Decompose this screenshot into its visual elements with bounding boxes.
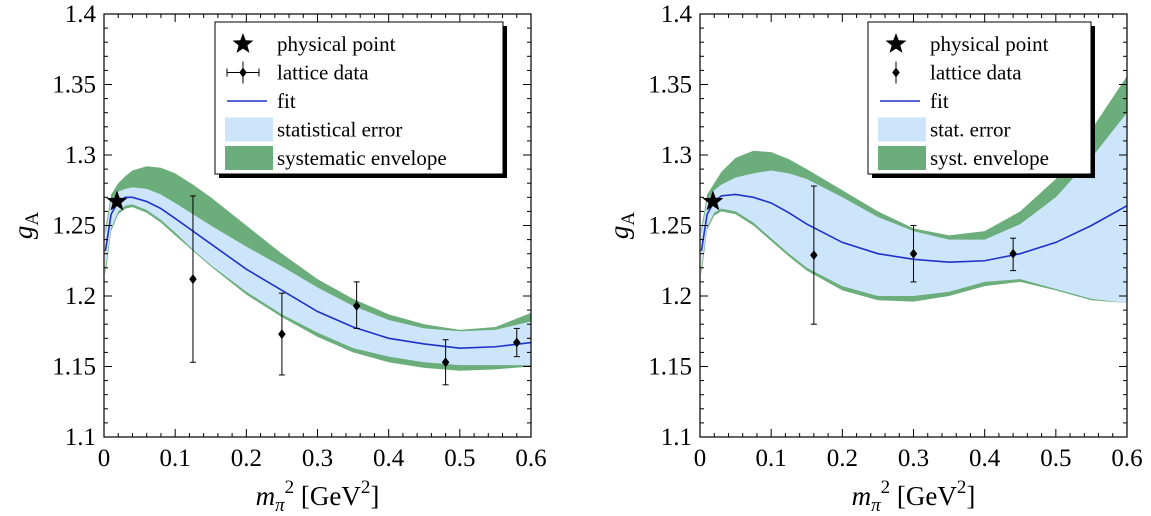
- systematic-envelope-band: [105, 166, 531, 371]
- x-label-sup: 2: [285, 477, 295, 498]
- x-label-unit-sup: 2: [361, 477, 371, 498]
- x-tick-label: 0.4: [373, 445, 405, 472]
- fit-line: [700, 193, 1127, 263]
- x-tick-label: 0.1: [756, 445, 787, 472]
- legend-diamond-icon: [239, 67, 247, 78]
- data-point-diamond: [441, 357, 450, 368]
- plot-area: [104, 166, 531, 386]
- lattice-data-point: [352, 281, 361, 329]
- x-tick-label: 0: [98, 445, 111, 472]
- lattice-data-point: [810, 185, 818, 325]
- x-tick-label: 0.3: [898, 445, 929, 472]
- y-tick-label: 1.35: [52, 72, 96, 99]
- x-tick-label: 0.5: [444, 445, 475, 472]
- lattice-data-point: [513, 327, 521, 358]
- legend-syst-envelope-label: syst. envelope: [930, 146, 1049, 170]
- statistical-error-band: [105, 187, 531, 366]
- x-tick-label: 0.5: [1040, 445, 1071, 472]
- chart-panel-2: 0 0.1 0.2 0.3 0.4 0.5 0.6 1.1 1.15 1.2 1.25 1.3 1.35…: [604, 1, 1143, 516]
- legend-stat-error-label: stat. error: [930, 118, 1010, 142]
- lattice-data-point: [189, 195, 197, 363]
- x-label-main: m: [256, 481, 276, 511]
- data-point-diamond: [909, 248, 918, 259]
- x-label-unit: [GeV: [294, 481, 361, 511]
- physical-point-star: [702, 190, 724, 211]
- legend: physical point lattice data fit stat. error…: [867, 21, 1095, 178]
- x-label-unit: [GeV: [890, 481, 957, 511]
- x-tick-label: 0.2: [231, 445, 262, 472]
- y-tick-label: 1.4: [65, 1, 97, 28]
- lattice-data-point: [909, 225, 918, 283]
- legend-lattice-data-label: lattice data: [277, 61, 369, 85]
- legend-stat-swatch: [878, 117, 926, 142]
- legend-syst-swatch: [225, 146, 273, 170]
- y-label-sub: A: [22, 212, 43, 226]
- data-point-diamond: [810, 250, 818, 261]
- x-axis-label: mπ2 [GeV2]: [256, 477, 380, 516]
- data-point-diamond: [278, 329, 286, 340]
- x-label-sub: π: [275, 495, 285, 516]
- y-axis-label: gA: [8, 212, 43, 240]
- legend-lattice-data-label: lattice data: [930, 61, 1022, 85]
- y-tick-label: 1.15: [52, 354, 96, 381]
- y-label-main: g: [8, 226, 38, 240]
- legend-syst-swatch: [878, 146, 926, 170]
- y-tick-label: 1.15: [648, 354, 692, 381]
- y-tick-label: 1.3: [661, 142, 692, 169]
- data-point-diamond: [189, 274, 197, 285]
- legend-stat-swatch: [225, 117, 273, 142]
- x-tick-label: 0.2: [827, 445, 858, 472]
- lattice-data-point: [278, 292, 286, 376]
- legend-star-icon: [232, 33, 254, 53]
- x-tick-label: 0.6: [515, 445, 546, 472]
- y-tick-label: 1.2: [65, 283, 96, 310]
- data-point-diamond: [513, 337, 521, 348]
- physical-point-star: [106, 190, 128, 211]
- y-tick-label: 1.1: [65, 424, 96, 451]
- legend-stat-error-label: statistical error: [277, 118, 402, 142]
- legend: physical point lattice data fit statistical…: [214, 21, 507, 178]
- lattice-data-point: [441, 339, 450, 386]
- x-label-unit-sup: 2: [957, 477, 967, 498]
- y-axis-label: gA: [604, 212, 639, 240]
- x-label-unit-close: ]: [370, 481, 379, 511]
- x-tick-label: 0.3: [302, 445, 333, 472]
- y-label-sub: A: [618, 212, 639, 226]
- y-tick-label: 1.1: [661, 424, 692, 451]
- x-tick-label: 0.4: [969, 445, 1001, 472]
- legend-diamond-icon: [892, 67, 900, 78]
- statistical-error-band: [701, 112, 1127, 304]
- legend-fit-label: fit: [277, 89, 296, 113]
- x-label-unit-close: ]: [966, 481, 975, 511]
- x-tick-label: 0: [694, 445, 707, 472]
- y-tick-label: 1.25: [52, 213, 96, 240]
- x-label-main: m: [852, 481, 872, 511]
- legend-syst-envelope-label: systematic envelope: [277, 146, 447, 170]
- y-tick-label: 1.2: [661, 283, 692, 310]
- data-point-diamond: [352, 300, 361, 311]
- y-tick-label: 1.4: [661, 1, 693, 28]
- x-axis-label: mπ2 [GeV2]: [852, 477, 976, 516]
- x-tick-label: 0.6: [1111, 445, 1142, 472]
- x-label-sub: π: [871, 495, 881, 516]
- y-label-main: g: [604, 226, 634, 240]
- lattice-data-point: [1009, 237, 1017, 272]
- y-tick-label: 1.3: [65, 142, 96, 169]
- legend-star-icon: [885, 33, 907, 53]
- x-label-sup: 2: [881, 477, 891, 498]
- data-point-diamond: [1009, 248, 1017, 259]
- x-tick-label: 0.1: [160, 445, 191, 472]
- chart-panel-1: 0 0.1 0.2 0.3 0.4 0.5 0.6 1.1 1.15 1.2 1.25 1.3 1.35…: [8, 1, 547, 516]
- legend-fit-label: fit: [930, 89, 949, 113]
- plot-area: [700, 76, 1127, 325]
- fit-line: [104, 196, 531, 349]
- legend-physical-point-label: physical point: [930, 32, 1049, 56]
- y-tick-label: 1.35: [648, 72, 692, 99]
- legend-physical-point-label: physical point: [277, 32, 396, 56]
- y-tick-label: 1.25: [648, 213, 692, 240]
